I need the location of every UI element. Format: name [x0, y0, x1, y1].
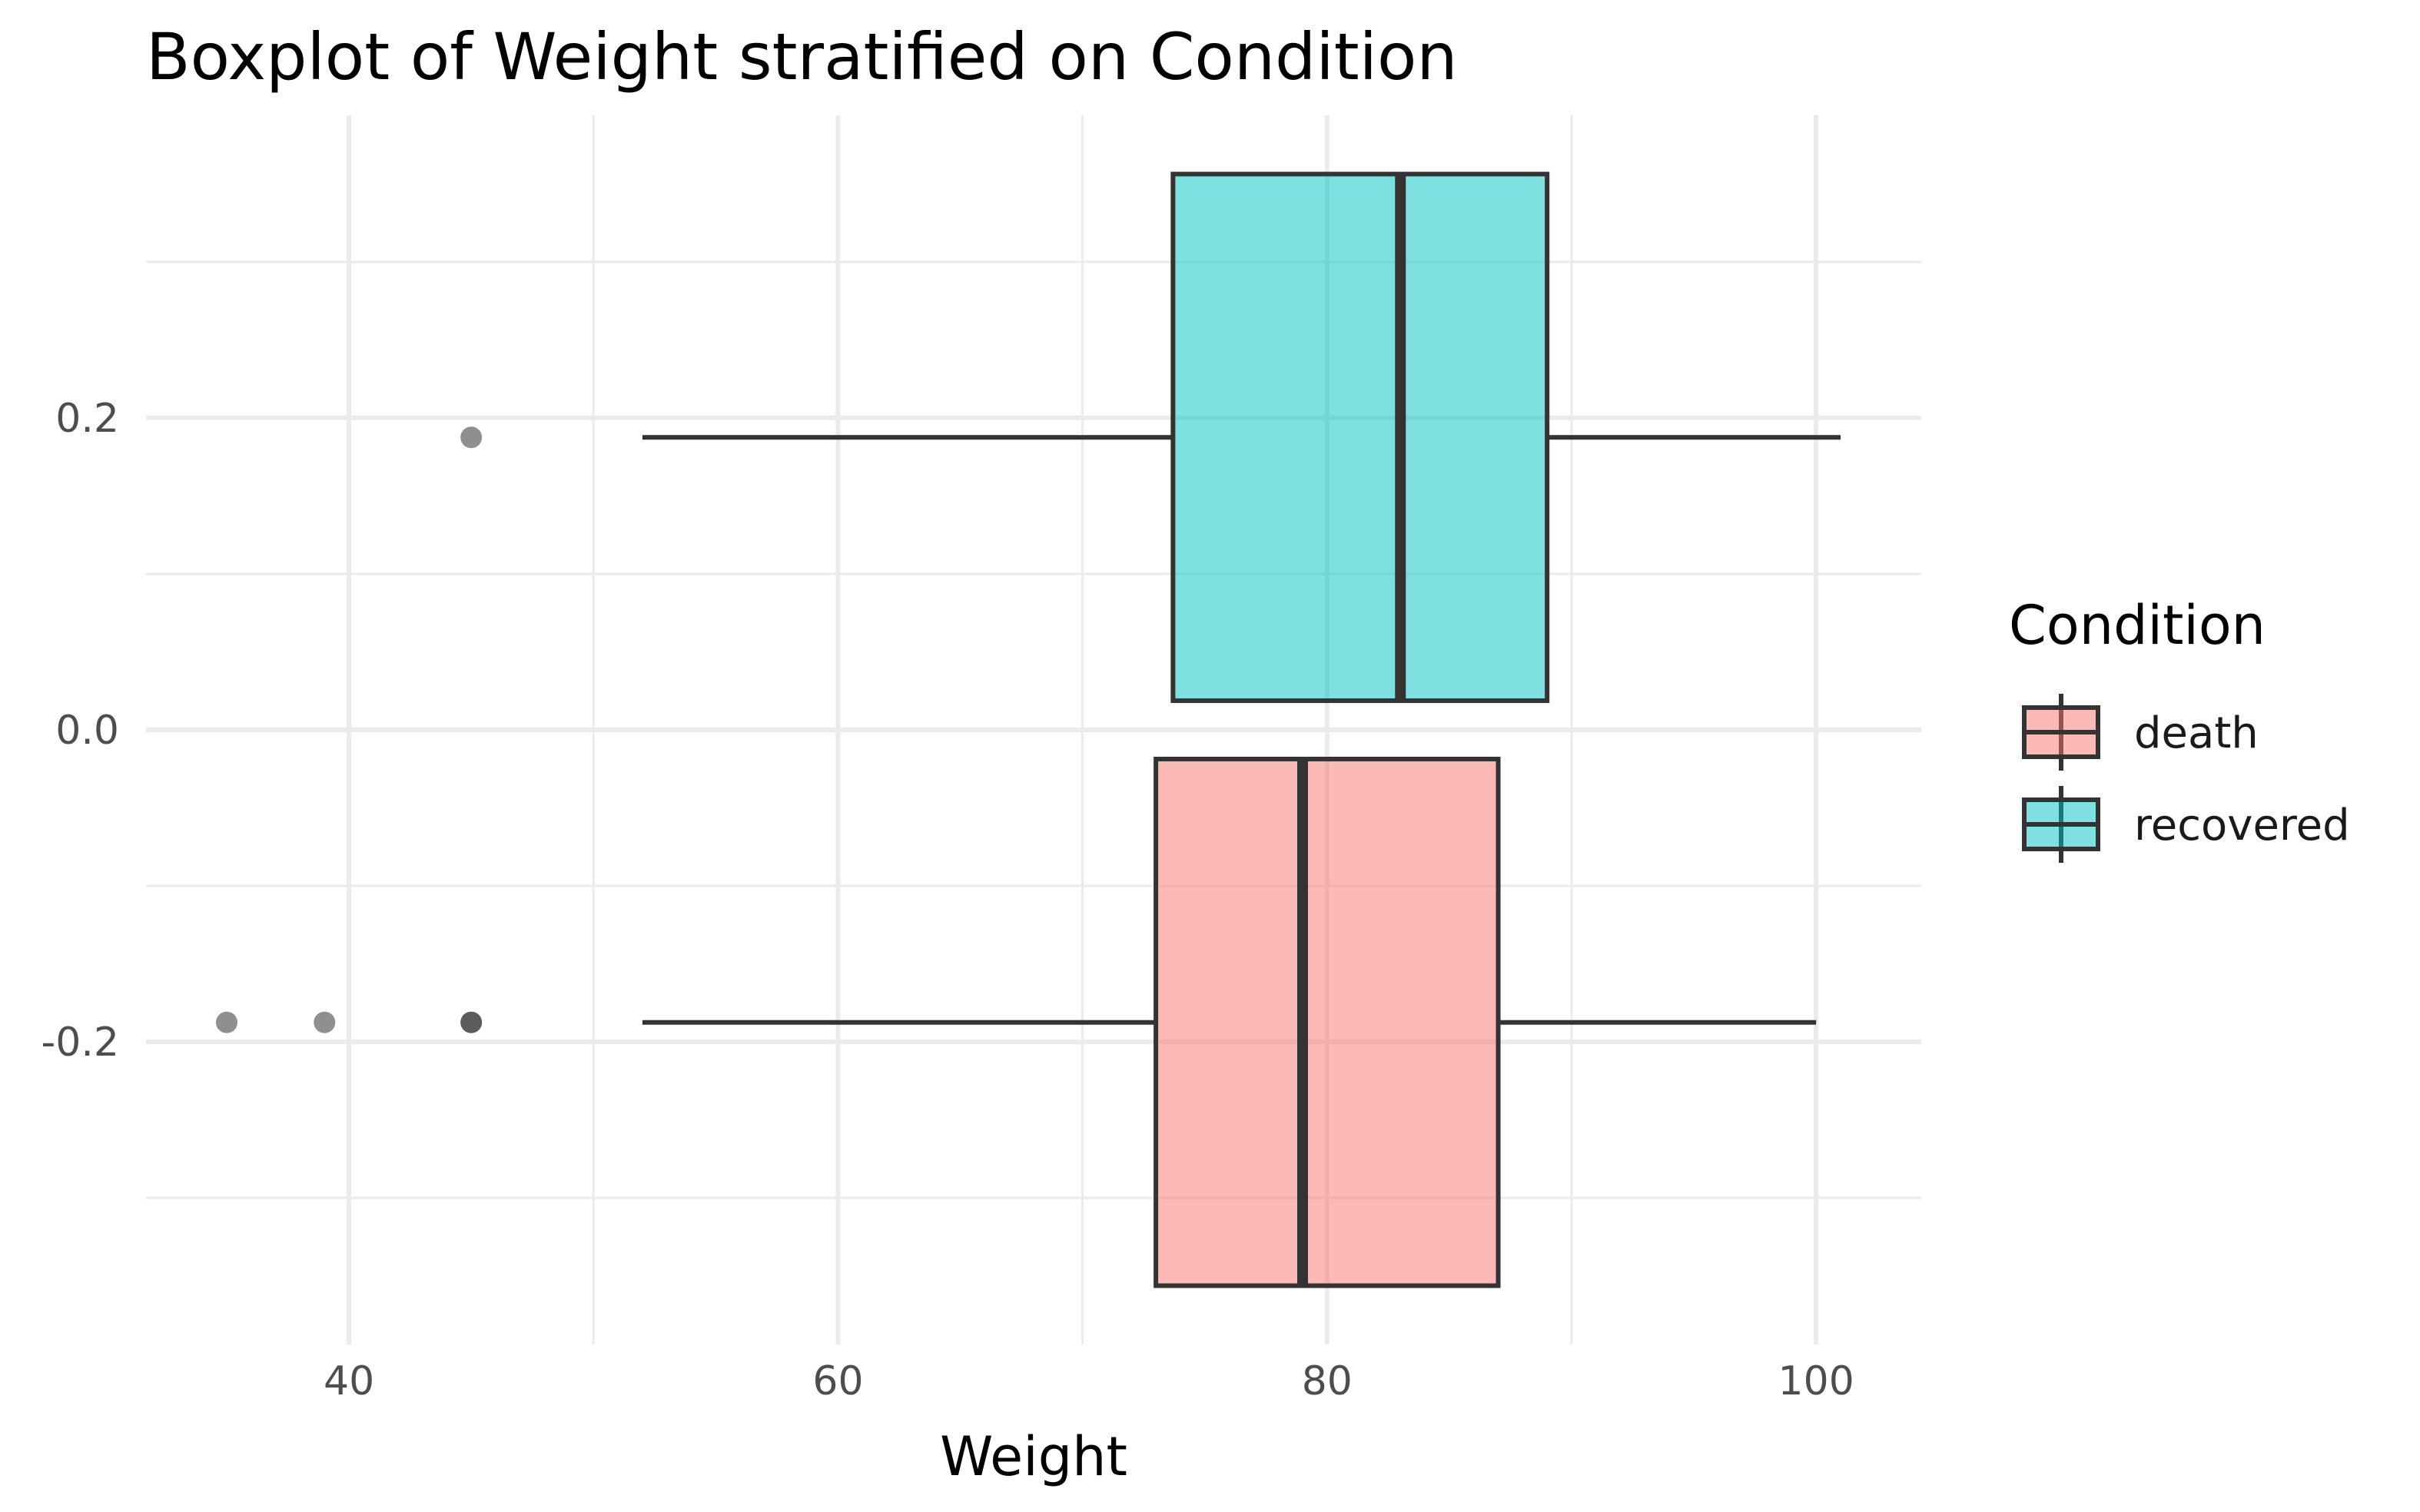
y-tick-labels: 0.2 0.0 -0.2: [41, 396, 119, 1066]
legend-title: Condition: [2009, 594, 2266, 657]
x-axis-title: Weight: [940, 1425, 1127, 1488]
y-tick-label: 0.2: [55, 396, 119, 442]
x-tick-label: 60: [812, 1358, 863, 1404]
legend-label: death: [2134, 708, 2259, 758]
outlier-point: [216, 1011, 237, 1033]
x-tick-label: 80: [1302, 1358, 1353, 1404]
outlier-point: [314, 1011, 336, 1033]
box-death: [216, 756, 1817, 1288]
outlier-point: [460, 1011, 483, 1033]
x-tick-label: 100: [1778, 1358, 1854, 1404]
box-recovered: [460, 171, 1841, 704]
box-iqr: [1170, 171, 1550, 704]
y-tick-label: -0.2: [41, 1020, 119, 1066]
legend-label: recovered: [2134, 801, 2350, 850]
box-series: [216, 171, 1841, 1288]
legend-item-recovered: recovered: [2022, 786, 2350, 863]
x-tick-labels: 40 60 80 100: [324, 1358, 1854, 1404]
y-tick-label: 0.0: [55, 708, 119, 754]
box-iqr: [1154, 756, 1501, 1288]
x-tick-label: 40: [324, 1358, 374, 1404]
chart-title: Boxplot of Weight stratified on Conditio…: [146, 19, 1458, 94]
legend-item-death: death: [2022, 694, 2259, 771]
legend: Condition death recovered: [2009, 594, 2350, 863]
outlier-point: [460, 426, 483, 449]
